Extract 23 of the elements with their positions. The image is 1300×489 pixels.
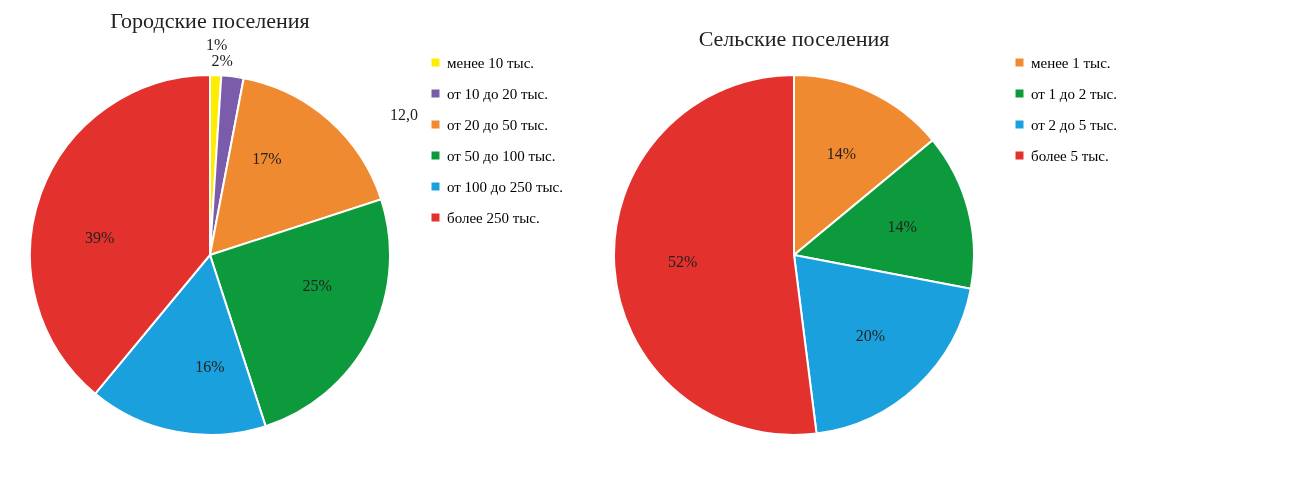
data-label: 52%: [667, 253, 698, 271]
legend-label: менее 1 тыс.: [1031, 54, 1111, 71]
legend-label: от 1 до 2 тыс.: [1031, 85, 1118, 102]
data-label: 14%: [887, 218, 917, 236]
text: 12,0: [390, 106, 418, 123]
chart-title: Городские поселения: [110, 8, 310, 34]
data-label: 1%: [205, 36, 228, 54]
legend-label: более 250 тыс.: [447, 209, 540, 226]
data-label: 25%: [302, 277, 332, 295]
legend-label: от 10 до 20 тыс.: [447, 85, 549, 102]
data-label: 14%: [826, 145, 857, 163]
legend-label: от 50 до 100 тыс.: [447, 147, 556, 164]
data-label: 17%: [252, 149, 282, 167]
legend-label: более 5 тыс.: [1031, 147, 1109, 164]
legend-label: менее 10 тыс.: [447, 54, 535, 71]
data-label: 2%: [211, 52, 233, 70]
legend-label: от 20 до 50 тыс.: [447, 116, 549, 133]
legend-label: от 2 до 5 тыс.: [1031, 116, 1118, 133]
legend-label: от 100 до 250 тыс.: [447, 178, 564, 195]
data-label: 39%: [85, 228, 115, 246]
data-label: 20%: [855, 327, 886, 345]
data-label: 16%: [195, 357, 225, 375]
chart-title: Сельские поселения: [698, 26, 890, 51]
